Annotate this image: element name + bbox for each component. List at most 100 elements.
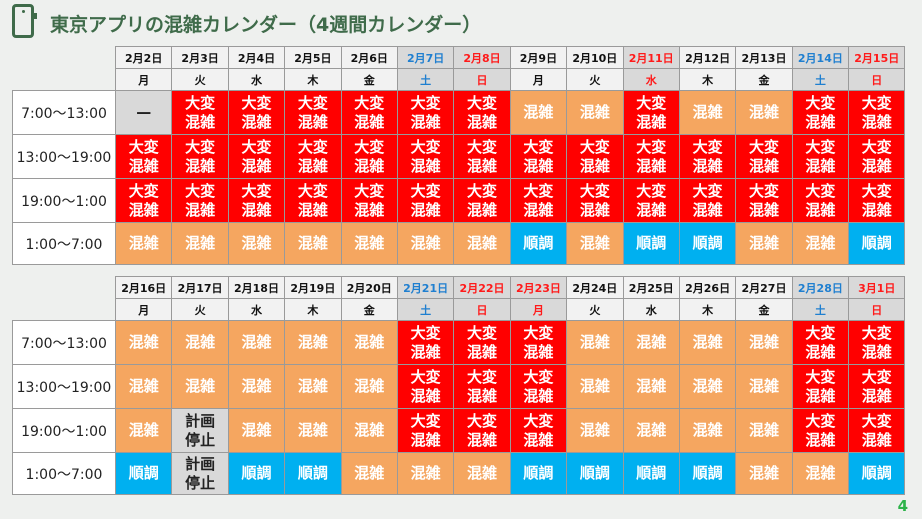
date-header: 3月1日 (848, 276, 906, 299)
status-cell-crowded: 混雑 (340, 408, 398, 453)
status-cell-very-crowded: 大変 混雑 (114, 178, 173, 223)
status-cell-smooth: 順調 (678, 222, 737, 265)
status-cell-very-crowded: 大変 混雑 (566, 178, 624, 223)
weekday-header: 日 (453, 298, 511, 321)
status-cell-crowded: 混雑 (678, 90, 737, 135)
date-header: 2月3日 (171, 46, 229, 69)
date-header: 2月13日 (735, 46, 793, 69)
date-header: 2月19日 (284, 276, 342, 299)
date-header: 2月25日 (622, 276, 680, 299)
status-cell-very-crowded: 大変 混雑 (453, 320, 511, 365)
status-cell-crowded: 混雑 (678, 364, 737, 409)
status-cell-very-crowded: 大変 混雑 (227, 90, 286, 135)
weekday-header: 水 (622, 298, 680, 321)
blank (13, 277, 116, 299)
weekday-header: 水 (227, 68, 286, 91)
status-cell-crowded: 混雑 (566, 222, 624, 265)
weekday-header: 木 (284, 68, 342, 91)
date-header: 2月20日 (340, 276, 398, 299)
status-cell-very-crowded: 大変 混雑 (509, 408, 568, 453)
status-cell-very-crowded: 大変 混雑 (227, 134, 286, 179)
status-cell-very-crowded: 大変 混雑 (284, 134, 342, 179)
status-cell-very-crowded: 大変 混雑 (848, 134, 906, 179)
status-cell-smooth: 順調 (848, 222, 906, 265)
weekday-header: 火 (171, 68, 229, 91)
status-cell-crowded: 混雑 (566, 408, 624, 453)
status-cell-smooth: 順調 (622, 222, 680, 265)
status-cell-smooth: 順調 (114, 452, 173, 495)
status-cell-very-crowded: 大変 混雑 (735, 178, 793, 223)
status-cell-very-crowded: 大変 混雑 (848, 408, 906, 453)
status-cell-very-crowded: 大変 混雑 (509, 178, 568, 223)
status-cell-crowded: 混雑 (735, 90, 793, 135)
status-cell-very-crowded: 大変 混雑 (340, 178, 398, 223)
status-cell-smooth: 順調 (509, 452, 568, 495)
status-cell-very-crowded: 大変 混雑 (791, 178, 850, 223)
blank (13, 299, 116, 321)
weekday-header: 水 (227, 298, 286, 321)
status-cell-crowded: 混雑 (735, 408, 793, 453)
date-header: 2月4日 (227, 46, 286, 69)
status-cell-crowded: 混雑 (227, 320, 286, 365)
status-cell-very-crowded: 大変 混雑 (171, 178, 229, 223)
status-cell-very-crowded: 大変 混雑 (453, 364, 511, 409)
date-header: 2月16日 (114, 276, 173, 299)
date-header: 2月8日 (453, 46, 511, 69)
status-cell-smooth: 順調 (848, 452, 906, 495)
status-cell-crowded: 混雑 (284, 320, 342, 365)
status-cell-very-crowded: 大変 混雑 (171, 90, 229, 135)
status-cell-smooth: 順調 (678, 452, 737, 495)
weekday-header: 月 (509, 298, 568, 321)
date-header: 2月28日 (791, 276, 850, 299)
weekday-header: 金 (735, 298, 793, 321)
status-cell-crowded: 混雑 (114, 222, 173, 265)
weekday-header: 月 (114, 68, 173, 91)
status-cell-crowded: 混雑 (340, 320, 398, 365)
status-cell-very-crowded: 大変 混雑 (396, 408, 455, 453)
smartphone-icon (12, 4, 37, 38)
status-cell-very-crowded: 大変 混雑 (396, 134, 455, 179)
status-cell-crowded: 混雑 (284, 364, 342, 409)
status-cell-no-data: — (114, 90, 173, 135)
status-cell-very-crowded: 大変 混雑 (678, 134, 737, 179)
status-cell-crowded: 混雑 (622, 364, 680, 409)
status-cell-very-crowded: 大変 混雑 (848, 90, 906, 135)
weekday-header: 木 (678, 298, 737, 321)
weekday-header: 金 (340, 68, 398, 91)
status-cell-crowded: 混雑 (735, 452, 793, 495)
status-cell-very-crowded: 大変 混雑 (791, 408, 850, 453)
status-cell-very-crowded: 大変 混雑 (791, 364, 850, 409)
status-cell-crowded: 混雑 (340, 364, 398, 409)
status-cell-very-crowded: 大変 混雑 (114, 134, 173, 179)
date-header: 2月12日 (678, 46, 737, 69)
status-cell-crowded: 混雑 (791, 452, 850, 495)
weekday-header: 火 (566, 298, 624, 321)
date-header: 2月17日 (171, 276, 229, 299)
status-cell-crowded: 混雑 (227, 364, 286, 409)
date-header: 2月7日 (396, 46, 455, 69)
status-cell-very-crowded: 大変 混雑 (453, 90, 511, 135)
calendar-week-2: 2月16日 2月17日 2月18日 2月19日 2月20日 2月21日 2月22日 2月23日… (12, 276, 906, 495)
time-slot-label: 1:00～7:00 (12, 452, 116, 495)
status-cell-very-crowded: 大変 混雑 (227, 178, 286, 223)
date-header: 2月26日 (678, 276, 737, 299)
weekday-header: 月 (509, 68, 568, 91)
date-header: 2月21日 (396, 276, 455, 299)
date-header: 2月24日 (566, 276, 624, 299)
status-cell-crowded: 混雑 (396, 222, 455, 265)
status-cell-crowded: 混雑 (284, 222, 342, 265)
weekday-header: 木 (678, 68, 737, 91)
time-slot-label: 13:00～19:00 (12, 134, 116, 179)
date-header: 2月22日 (453, 276, 511, 299)
weekday-header: 土 (396, 298, 455, 321)
date-header: 2月11日 (622, 46, 680, 69)
weekday-header: 木 (284, 298, 342, 321)
weekday-header: 金 (340, 298, 398, 321)
status-cell-very-crowded: 大変 混雑 (509, 134, 568, 179)
status-cell-very-crowded: 大変 混雑 (509, 320, 568, 365)
date-header: 2月27日 (735, 276, 793, 299)
time-slot-label: 7:00～13:00 (12, 320, 116, 365)
status-cell-very-crowded: 大変 混雑 (791, 134, 850, 179)
status-cell-crowded: 混雑 (678, 320, 737, 365)
time-slot-label: 13:00～19:00 (12, 364, 116, 409)
